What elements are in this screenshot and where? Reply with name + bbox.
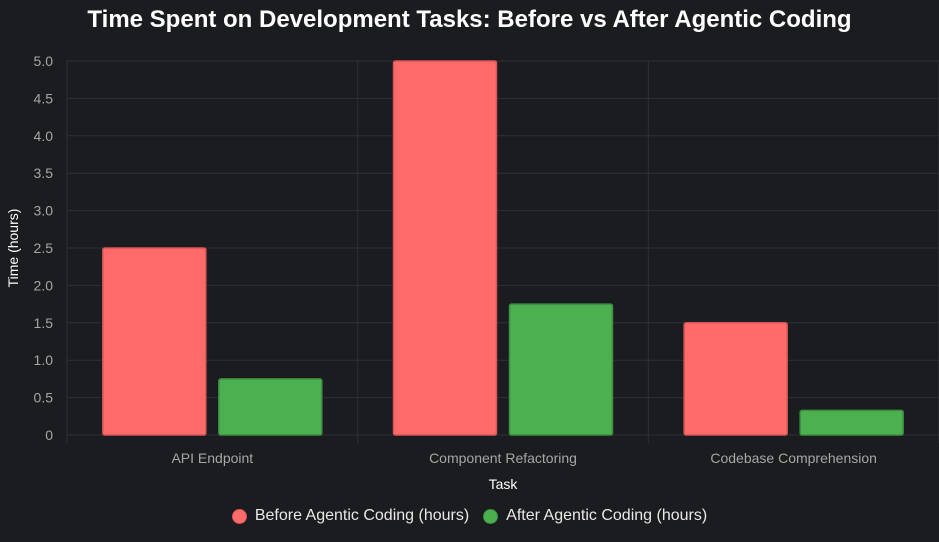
bar [508,303,614,436]
legend-item-before[interactable]: Before Agentic Coding (hours) [231,507,470,525]
chart-title: Time Spent on Development Tasks: Before … [87,6,852,33]
y-tick-label: 2.0 [34,277,54,293]
bar [392,60,498,436]
bar [218,378,323,436]
y-tick-label: 4.5 [34,90,54,106]
legend-swatch-after [483,508,499,524]
y-tick-label: 0 [45,427,53,443]
x-axis-title: Task [489,476,519,492]
y-tick-label: 4.0 [34,128,54,144]
legend-item-after[interactable]: After Agentic Coding (hours) [483,507,707,525]
y-tick-label: 1.5 [34,315,54,331]
y-axis-title: Time (hours) [5,209,21,288]
chart-legend: Before Agentic Coding (hours) After Agen… [0,507,939,525]
bar [683,322,788,436]
x-tick-label: Component Refactoring [429,450,577,466]
y-tick-label: 5.0 [34,53,54,69]
legend-label-after: After Agentic Coding (hours) [506,507,708,524]
bar [102,247,207,436]
bar [799,409,904,436]
legend-label-before: Before Agentic Coding (hours) [254,507,470,524]
y-tick-label: 3.5 [34,165,54,181]
x-tick-label: Codebase Comprehension [710,450,877,466]
y-tick-label: 0.5 [34,390,54,406]
y-tick-label: 2.5 [34,240,54,256]
y-tick-label: 1.0 [34,352,54,368]
y-tick-label: 3.0 [34,203,54,219]
x-tick-label: API Endpoint [171,450,253,466]
legend-swatch-before [231,508,247,524]
